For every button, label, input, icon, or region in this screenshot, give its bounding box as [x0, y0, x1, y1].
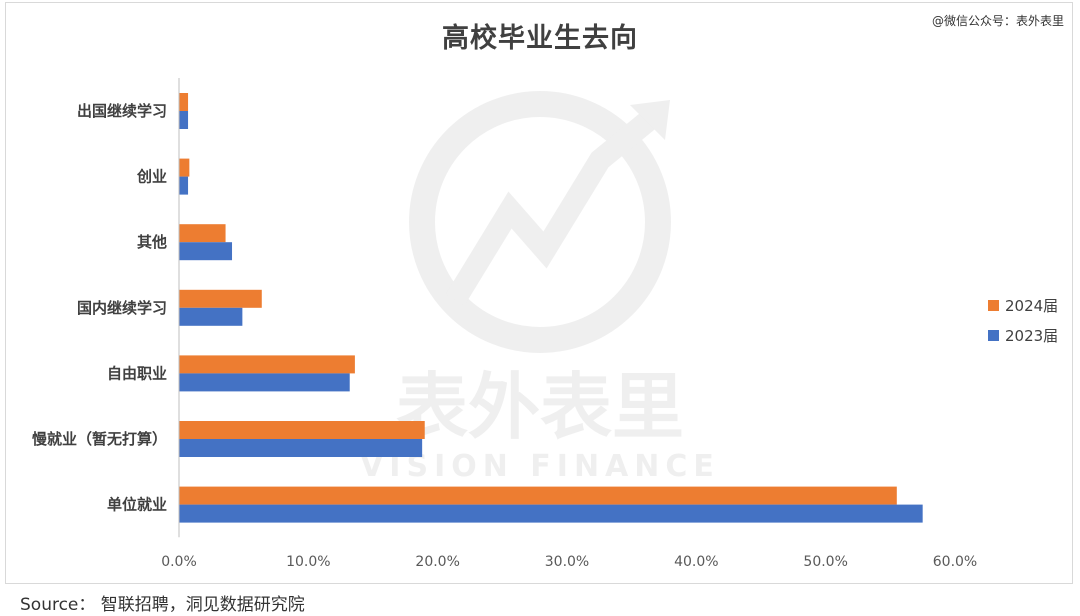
x-tick-label-6: 60.0% [933, 554, 977, 570]
bar-2024届-5 [179, 421, 425, 439]
bar-2024届-2 [179, 224, 226, 243]
legend-item-2023: 2023届 [988, 320, 1058, 350]
chart-title: 高校毕业生去向 [442, 23, 638, 54]
x-tick-labels: 0.0% 10.0% 20.0% 30.0% 40.0% 50.0% 60.0% [161, 554, 977, 570]
bar-2024届-0 [179, 93, 189, 111]
legend-label-2024: 2024届 [1005, 296, 1059, 315]
bar-2024届-6 [179, 486, 897, 505]
watermark-text-cn: 表外表里 [396, 365, 684, 449]
category-label-3: 国内继续学习 [77, 299, 167, 317]
source-note: Source： 智联招聘，洞见数据研究院 [20, 595, 305, 615]
category-label-1: 创业 [136, 168, 167, 186]
category-label-0: 出国继续学习 [77, 102, 167, 120]
bar-2023届-1 [179, 176, 189, 195]
category-label-6: 单位就业 [107, 496, 167, 514]
bar-2023届-0 [179, 111, 189, 129]
legend-swatch-2023 [988, 329, 999, 341]
bar-2024届-3 [179, 289, 262, 308]
legend-label-2023: 2023届 [1005, 326, 1059, 345]
category-label-5: 慢就业（暂无打算） [32, 430, 167, 448]
category-label-2: 其他 [137, 233, 167, 251]
bar-2023届-3 [179, 307, 243, 326]
x-tick-label-4: 40.0% [674, 554, 718, 570]
bar-2023届-5 [179, 439, 423, 457]
x-tick-label-5: 50.0% [803, 554, 847, 570]
x-tick-label-1: 10.0% [286, 554, 330, 570]
legend: 2024届 2023届 [988, 290, 1058, 350]
bar-2023届-6 [179, 504, 923, 523]
x-tick-label-3: 30.0% [545, 554, 589, 570]
bars-group [179, 93, 923, 523]
bar-2024届-1 [179, 158, 190, 177]
category-label-4: 自由职业 [107, 364, 167, 382]
x-tick-label-0: 0.0% [161, 554, 197, 570]
legend-swatch-2024 [988, 299, 999, 311]
bar-2023届-2 [179, 242, 233, 261]
bar-2024届-4 [179, 355, 355, 374]
bar-2023届-4 [179, 373, 350, 392]
x-tick-label-2: 20.0% [415, 554, 459, 570]
wechat-credit: @微信公众号：表外表里 [931, 14, 1064, 28]
legend-item-2024: 2024届 [988, 290, 1058, 320]
